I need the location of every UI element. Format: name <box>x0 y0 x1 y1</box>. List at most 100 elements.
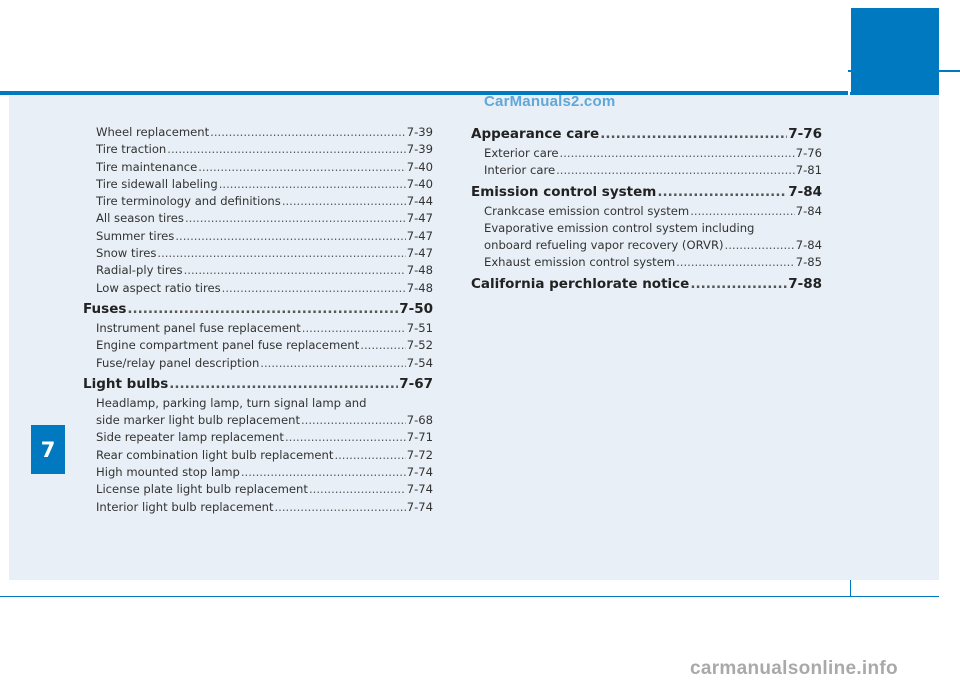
toc-entry-low-aspect-ratio-tires[interactable]: Low aspect ratio tires 7-48 <box>96 280 433 297</box>
toc-section-fuses[interactable]: Fuses 7-50 <box>83 299 433 320</box>
toc-page-number: 7-76 <box>788 126 822 142</box>
toc-page-number: 7-39 <box>406 142 433 157</box>
toc-section-appearance-care[interactable]: Appearance care 7-76 <box>471 124 822 145</box>
toc-page-number: 7-67 <box>399 375 433 392</box>
toc-leader-dots <box>725 237 795 254</box>
toc-page-number: 7-71 <box>406 430 433 445</box>
toc-entry-wheel-replacement[interactable]: Wheel replacement 7-39 <box>96 124 433 141</box>
toc-leader-dots <box>360 337 405 354</box>
toc-page-number: 7-88 <box>788 275 822 292</box>
toc-label: Snow tires <box>96 246 157 261</box>
toc-label: All season tires <box>96 211 184 226</box>
toc-page-number: 7-52 <box>406 338 433 353</box>
toc-entry-rear-combination-light-bulb-replacement[interactable]: Rear combination light bulb replacement 7… <box>96 447 433 464</box>
toc-entry-tire-terminology-and-definitions[interactable]: Tire terminology and definitions 7-44 <box>96 193 433 210</box>
toc-entry-onboard-refueling-vapor-recovery-orvr[interactable]: onboard refueling vapor recovery (ORVR) 7… <box>484 237 822 254</box>
toc-entry-tire-traction[interactable]: Tire traction 7-39 <box>96 141 433 158</box>
toc-label: Interior light bulb replacement <box>96 499 274 514</box>
toc-leader-dots <box>167 141 405 158</box>
chapter-tab[interactable]: 7 <box>31 425 65 474</box>
toc-entry-instrument-panel-fuse-replacement[interactable]: Instrument panel fuse replacement 7-51 <box>96 320 433 337</box>
toc-label: Exterior care <box>484 146 559 160</box>
toc-label: Wheel replacement <box>96 125 210 139</box>
toc-page-number: 7-40 <box>406 159 433 174</box>
toc-page-number: 7-54 <box>406 355 433 370</box>
toc-leader-dots <box>301 412 406 429</box>
toc-leader-dots <box>275 499 406 516</box>
toc-page-number: 7-68 <box>406 413 433 428</box>
toc-page-number: 7-44 <box>406 194 433 209</box>
toc-entry-engine-compartment-panel-fuse-replacement[interactable]: Engine compartment panel fuse replacemen… <box>96 337 433 354</box>
toc-entry-side-marker-light-bulb-replacement[interactable]: side marker light bulb replacement 7-68 <box>96 412 433 429</box>
toc-leader-dots <box>198 159 405 176</box>
toc-right-column: Appearance care 7-76 Exterior care 7-76 Inte… <box>471 124 822 295</box>
top-rule <box>0 91 848 95</box>
toc-section-light-bulbs[interactable]: Light bulbs 7-67 <box>83 374 433 395</box>
toc-page-number: 7-74 <box>406 482 433 497</box>
toc-label: Instrument panel fuse replacement <box>96 320 301 335</box>
toc-entry-interior-care[interactable]: Interior care 7-81 <box>484 162 822 179</box>
toc-label: Tire maintenance <box>96 159 198 174</box>
toc-leader-dots <box>169 374 398 395</box>
toc-leader-dots <box>309 481 406 498</box>
toc-entry-summer-tires[interactable]: Summer tires 7-47 <box>96 228 433 245</box>
toc-entry-tire-maintenance[interactable]: Tire maintenance 7-40 <box>96 159 433 176</box>
toc-page-number: 7-47 <box>406 246 433 261</box>
toc-label: Engine compartment panel fuse replacemen… <box>96 338 360 353</box>
toc-page-number: 7-51 <box>406 320 433 335</box>
toc-label: Radial-ply tires <box>96 263 183 278</box>
toc-leader-dots <box>175 228 405 245</box>
toc-leader-dots <box>657 182 787 203</box>
toc-entry-snow-tires[interactable]: Snow tires 7-47 <box>96 245 433 262</box>
toc-page-number: 7-48 <box>406 263 433 278</box>
toc-entry-headlamp-parking-lamp-turn-signal-lamp-and: Headlamp, parking lamp, turn signal lamp… <box>96 395 433 412</box>
bottom-rule <box>0 596 939 597</box>
toc-leader-dots <box>334 447 405 464</box>
toc-label: High mounted stop lamp <box>96 465 240 480</box>
toc-label: Tire terminology and definitions <box>96 194 281 209</box>
toc-entry-side-repeater-lamp-replacement[interactable]: Side repeater lamp replacement 7-71 <box>96 429 433 446</box>
toc-page-number: 7-81 <box>795 163 822 178</box>
toc-label: Low aspect ratio tires <box>96 280 221 295</box>
toc-leader-dots <box>302 320 406 337</box>
toc-entry-radial-ply-tires[interactable]: Radial-ply tires 7-48 <box>96 262 433 279</box>
toc-leader-dots <box>222 280 406 297</box>
toc-entry-license-plate-light-bulb-replacement[interactable]: License plate light bulb replacement 7-74 <box>96 481 433 498</box>
watermark[interactable]: CarManuals2.com <box>484 93 616 110</box>
toc-entry-crankcase-emission-control-system[interactable]: Crankcase emission control system 7-84 <box>484 203 822 220</box>
toc-page-number: 7-84 <box>795 203 822 218</box>
toc-section-california-perchlorate-notice[interactable]: California perchlorate notice 7-88 <box>471 274 822 295</box>
toc-leader-dots <box>600 124 787 145</box>
corner-tab <box>851 8 939 108</box>
toc-page-number: 7-40 <box>406 176 433 191</box>
toc-entry-evaporative-emission-control-system-including: Evaporative emission control system incl… <box>484 220 822 237</box>
toc-label: Tire traction <box>96 142 167 157</box>
toc-entry-interior-light-bulb-replacement[interactable]: Interior light bulb replacement 7-74 <box>96 499 433 516</box>
footer-watermark[interactable]: carmanualsonline.info <box>690 658 898 679</box>
toc-label: onboard refueling vapor recovery (ORVR) <box>484 238 724 253</box>
toc-leader-dots <box>184 262 406 279</box>
toc-leader-dots <box>285 429 406 446</box>
toc-page-number: 7-72 <box>406 447 433 462</box>
toc-label: Light bulbs <box>83 375 169 392</box>
toc-label: Emission control system <box>471 183 657 200</box>
toc-page-number: 7-47 <box>406 228 433 243</box>
toc-label: License plate light bulb replacement <box>96 482 308 497</box>
toc-page-number: 7-47 <box>406 211 433 226</box>
toc-entry-fuse-relay-panel-description[interactable]: Fuse/relay panel description 7-54 <box>96 355 433 372</box>
toc-leader-dots <box>690 203 794 220</box>
toc-entry-exterior-care[interactable]: Exterior care 7-76 <box>484 145 822 162</box>
toc-label: Crankcase emission control system <box>484 203 690 218</box>
toc-label: Rear combination light bulb replacement <box>96 447 334 462</box>
toc-label: Fuse/relay panel description <box>96 355 260 370</box>
toc-entry-high-mounted-stop-lamp[interactable]: High mounted stop lamp 7-74 <box>96 464 433 481</box>
toc-label: Appearance care <box>471 126 600 142</box>
toc-label: Interior care <box>484 163 556 178</box>
toc-page-number: 7-84 <box>788 183 822 200</box>
toc-entry-tire-sidewall-labeling[interactable]: Tire sidewall labeling 7-40 <box>96 176 433 193</box>
toc-page-number: 7-74 <box>406 499 433 514</box>
toc-section-emission-control-system[interactable]: Emission control system 7-84 <box>471 182 822 203</box>
toc-entry-all-season-tires[interactable]: All season tires 7-47 <box>96 210 433 227</box>
toc-entry-exhaust-emission-control-system[interactable]: Exhaust emission control system 7-85 <box>484 254 822 271</box>
